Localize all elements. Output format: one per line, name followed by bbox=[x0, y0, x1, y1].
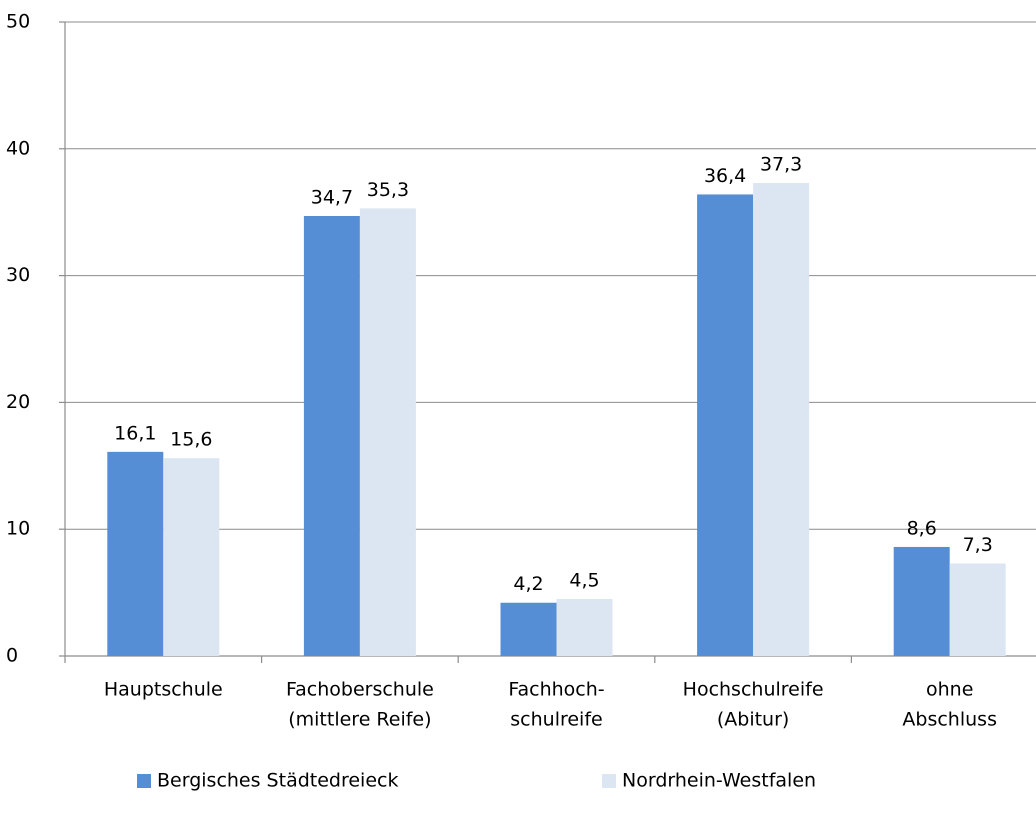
bar bbox=[359, 208, 416, 656]
x-tick-label: ohne bbox=[926, 679, 973, 701]
legend-swatch bbox=[137, 774, 151, 788]
y-tick-label: 0 bbox=[6, 645, 18, 667]
x-tick-label: (Abitur) bbox=[717, 709, 789, 731]
bar bbox=[949, 563, 1006, 656]
bar bbox=[303, 216, 360, 656]
legend-label: Nordrhein-Westfalen bbox=[622, 770, 816, 792]
x-tick-label: Fachhoch- bbox=[508, 679, 604, 701]
x-tick-label: schulreife bbox=[510, 709, 602, 731]
value-label: 4,2 bbox=[513, 573, 543, 595]
y-tick-label: 10 bbox=[6, 518, 30, 540]
x-tick-label: Hochschulreife bbox=[683, 679, 824, 701]
bar bbox=[893, 546, 950, 656]
value-label: 37,3 bbox=[760, 154, 802, 176]
legend-swatch bbox=[602, 774, 616, 788]
x-tick-label: Hauptschule bbox=[104, 679, 223, 701]
bar bbox=[107, 451, 164, 656]
x-tick-label: Abschluss bbox=[902, 709, 997, 731]
value-label: 15,6 bbox=[170, 429, 212, 451]
value-label: 34,7 bbox=[311, 187, 353, 209]
bar bbox=[697, 194, 754, 656]
value-label: 16,1 bbox=[114, 422, 156, 444]
y-tick-label: 40 bbox=[6, 137, 30, 159]
value-label: 35,3 bbox=[367, 179, 409, 201]
value-label: 8,6 bbox=[907, 517, 937, 539]
y-tick-label: 50 bbox=[6, 11, 30, 33]
bar bbox=[753, 183, 810, 656]
y-tick-label: 20 bbox=[6, 391, 30, 413]
value-label: 36,4 bbox=[704, 165, 746, 187]
bar bbox=[556, 598, 613, 656]
value-label: 7,3 bbox=[963, 534, 993, 556]
bar bbox=[500, 602, 557, 656]
x-tick-label: Fachoberschule bbox=[286, 679, 434, 701]
legend-label: Bergisches Städtedreieck bbox=[157, 770, 398, 792]
x-tick-label: (mittlere Reife) bbox=[288, 709, 431, 731]
value-label: 4,5 bbox=[569, 569, 599, 591]
y-tick-label: 30 bbox=[6, 264, 30, 286]
bar bbox=[163, 458, 220, 656]
